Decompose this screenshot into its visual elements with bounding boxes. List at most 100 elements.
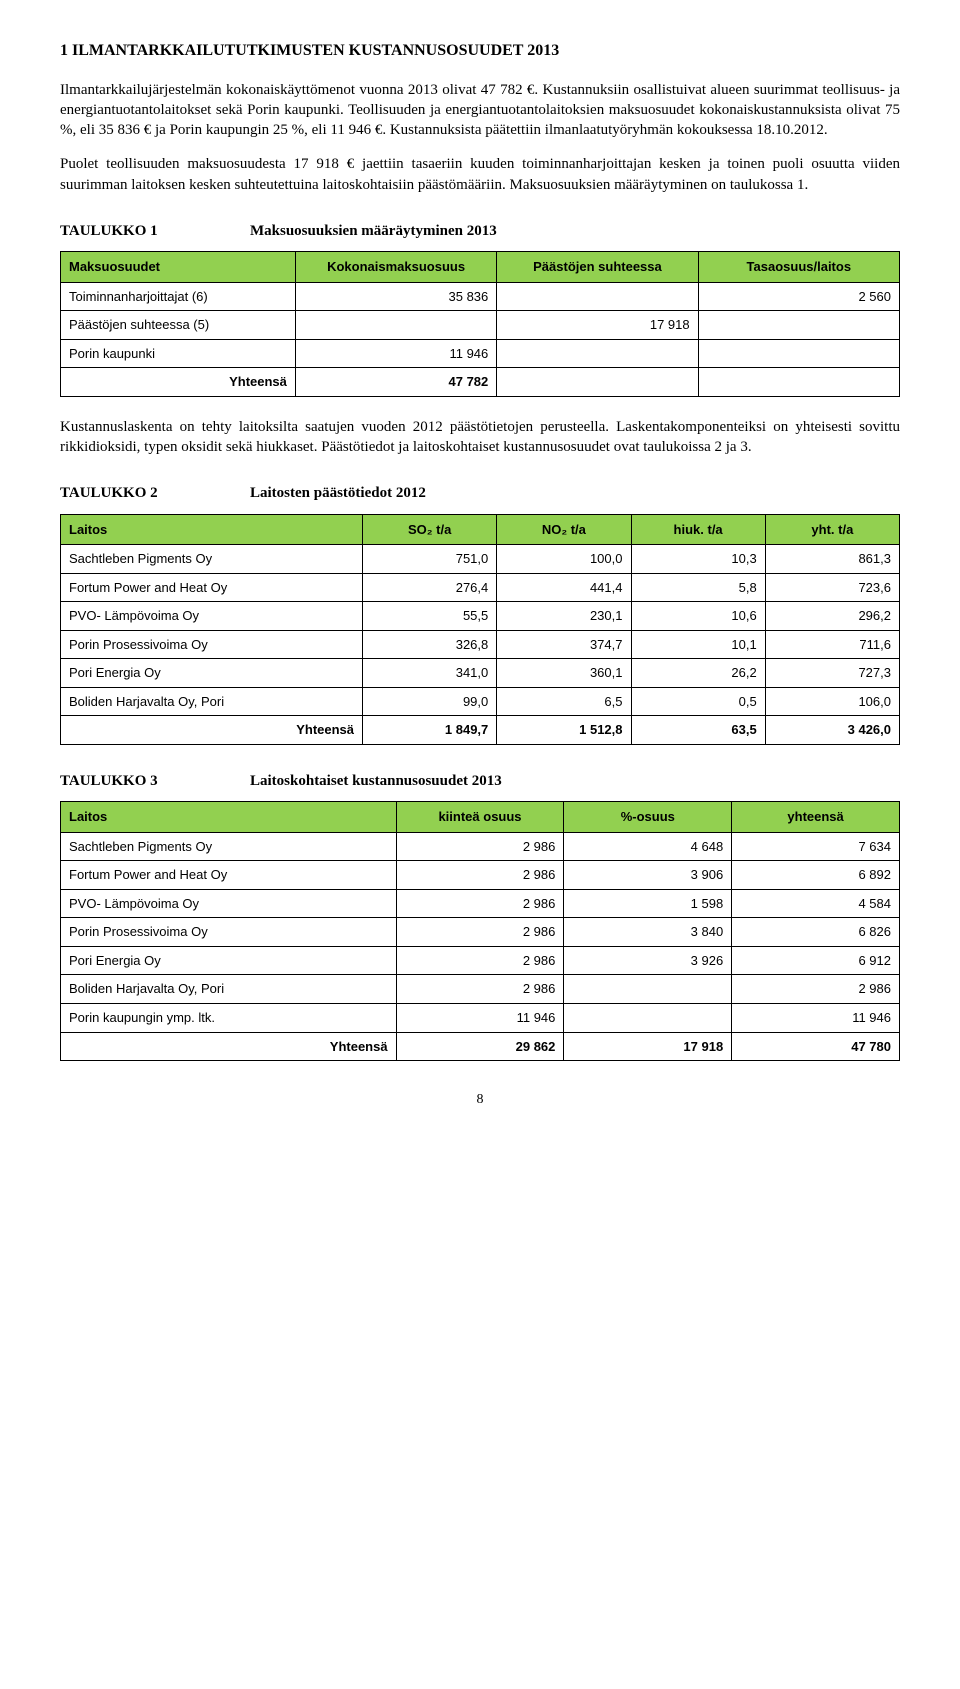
cell bbox=[295, 311, 496, 340]
cell bbox=[564, 975, 732, 1004]
cell: 2 986 bbox=[396, 832, 564, 861]
cell: 723,6 bbox=[765, 573, 899, 602]
cell: Boliden Harjavalta Oy, Pori bbox=[61, 975, 397, 1004]
cell bbox=[497, 339, 698, 368]
cell: 3 426,0 bbox=[765, 716, 899, 745]
cell: Porin kaupunki bbox=[61, 339, 296, 368]
cell: Pori Energia Oy bbox=[61, 946, 397, 975]
cell: Fortum Power and Heat Oy bbox=[61, 861, 397, 890]
cell: 4 648 bbox=[564, 832, 732, 861]
cell bbox=[497, 368, 698, 397]
cell: 1 598 bbox=[564, 889, 732, 918]
table-row-total: Yhteensä 47 782 bbox=[61, 368, 900, 397]
cell: 441,4 bbox=[497, 573, 631, 602]
table3-caption: Laitoskohtaiset kustannusosuudet 2013 bbox=[250, 771, 502, 791]
cell: 230,1 bbox=[497, 602, 631, 631]
cell: 276,4 bbox=[363, 573, 497, 602]
cell: 6 912 bbox=[732, 946, 900, 975]
cell: Yhteensä bbox=[61, 1032, 397, 1061]
cell: 3 840 bbox=[564, 918, 732, 947]
table1-caption: Maksuosuuksien määräytyminen 2013 bbox=[250, 221, 497, 241]
cell: 55,5 bbox=[363, 602, 497, 631]
page-number: 8 bbox=[60, 1091, 900, 1110]
cell: Sachtleben Pigments Oy bbox=[61, 832, 397, 861]
cell: Porin Prosessivoima Oy bbox=[61, 918, 397, 947]
cell: 11 946 bbox=[396, 1004, 564, 1033]
table-row: Fortum Power and Heat Oy 2 986 3 906 6 8… bbox=[61, 861, 900, 890]
table-row: Boliden Harjavalta Oy, Pori 2 986 2 986 bbox=[61, 975, 900, 1004]
cell: 296,2 bbox=[765, 602, 899, 631]
cell bbox=[497, 282, 698, 311]
table-row: Päästöjen suhteessa (5) 17 918 bbox=[61, 311, 900, 340]
table-row: Sachtleben Pigments Oy 751,0 100,0 10,3 … bbox=[61, 545, 900, 574]
cell: Päästöjen suhteessa (5) bbox=[61, 311, 296, 340]
cell: 5,8 bbox=[631, 573, 765, 602]
cell: Porin kaupungin ymp. ltk. bbox=[61, 1004, 397, 1033]
cell: 47 782 bbox=[295, 368, 496, 397]
cell: 861,3 bbox=[765, 545, 899, 574]
cell: 2 986 bbox=[396, 889, 564, 918]
table-row: Sachtleben Pigments Oy 2 986 4 648 7 634 bbox=[61, 832, 900, 861]
paragraph-3: Kustannuslaskenta on tehty laitoksilta s… bbox=[60, 417, 900, 458]
cell: 1 512,8 bbox=[497, 716, 631, 745]
table-row: Fortum Power and Heat Oy 276,4 441,4 5,8… bbox=[61, 573, 900, 602]
cell: Toiminnanharjoittajat (6) bbox=[61, 282, 296, 311]
cell: 2 560 bbox=[698, 282, 899, 311]
cell: Pori Energia Oy bbox=[61, 659, 363, 688]
cell: Fortum Power and Heat Oy bbox=[61, 573, 363, 602]
table-row: Boliden Harjavalta Oy, Pori 99,0 6,5 0,5… bbox=[61, 687, 900, 716]
cell: 326,8 bbox=[363, 630, 497, 659]
t2-h4: yht. t/a bbox=[765, 514, 899, 545]
cell: 2 986 bbox=[396, 946, 564, 975]
t1-h1: Kokonaismaksuosuus bbox=[295, 252, 496, 283]
cell: 1 849,7 bbox=[363, 716, 497, 745]
t2-h3: hiuk. t/a bbox=[631, 514, 765, 545]
cell: Porin Prosessivoima Oy bbox=[61, 630, 363, 659]
t3-h0: Laitos bbox=[61, 802, 397, 833]
t1-h3: Tasaosuus/laitos bbox=[698, 252, 899, 283]
cell: PVO- Lämpövoima Oy bbox=[61, 889, 397, 918]
cell: 100,0 bbox=[497, 545, 631, 574]
table3: Laitos kiinteä osuus %-osuus yhteensä Sa… bbox=[60, 801, 900, 1061]
cell: Boliden Harjavalta Oy, Pori bbox=[61, 687, 363, 716]
cell: 99,0 bbox=[363, 687, 497, 716]
cell: 29 862 bbox=[396, 1032, 564, 1061]
cell: 2 986 bbox=[396, 918, 564, 947]
table2: Laitos SO₂ t/a NO₂ t/a hiuk. t/a yht. t/… bbox=[60, 514, 900, 745]
table-row: Porin kaupungin ymp. ltk. 11 946 11 946 bbox=[61, 1004, 900, 1033]
table1-label: TAULUKKO 1 bbox=[60, 221, 250, 241]
cell: 17 918 bbox=[497, 311, 698, 340]
cell: 47 780 bbox=[732, 1032, 900, 1061]
table-row: Toiminnanharjoittajat (6) 35 836 2 560 bbox=[61, 282, 900, 311]
table2-label: TAULUKKO 2 bbox=[60, 483, 250, 503]
table-row: Porin Prosessivoima Oy 2 986 3 840 6 826 bbox=[61, 918, 900, 947]
cell bbox=[698, 368, 899, 397]
cell: 35 836 bbox=[295, 282, 496, 311]
cell: 2 986 bbox=[732, 975, 900, 1004]
cell: 7 634 bbox=[732, 832, 900, 861]
table1-title: TAULUKKO 1 Maksuosuuksien määräytyminen … bbox=[60, 221, 900, 241]
cell: 751,0 bbox=[363, 545, 497, 574]
cell: 727,3 bbox=[765, 659, 899, 688]
cell bbox=[564, 1004, 732, 1033]
cell: Sachtleben Pigments Oy bbox=[61, 545, 363, 574]
cell: 6,5 bbox=[497, 687, 631, 716]
t2-h1: SO₂ t/a bbox=[363, 514, 497, 545]
cell: 4 584 bbox=[732, 889, 900, 918]
table3-label: TAULUKKO 3 bbox=[60, 771, 250, 791]
paragraph-2: Puolet teollisuuden maksuosuudesta 17 91… bbox=[60, 154, 900, 195]
cell: 341,0 bbox=[363, 659, 497, 688]
t3-h3: yhteensä bbox=[732, 802, 900, 833]
table-row-total: Yhteensä 1 849,7 1 512,8 63,5 3 426,0 bbox=[61, 716, 900, 745]
cell: 374,7 bbox=[497, 630, 631, 659]
paragraph-1: Ilmantarkkailujärjestelmän kokonaiskäytt… bbox=[60, 80, 900, 141]
cell: PVO- Lämpövoima Oy bbox=[61, 602, 363, 631]
cell: 10,3 bbox=[631, 545, 765, 574]
table-row: Porin kaupunki 11 946 bbox=[61, 339, 900, 368]
table-row: PVO- Lämpövoima Oy 55,5 230,1 10,6 296,2 bbox=[61, 602, 900, 631]
t3-h1: kiinteä osuus bbox=[396, 802, 564, 833]
cell: Yhteensä bbox=[61, 716, 363, 745]
cell: 6 892 bbox=[732, 861, 900, 890]
cell: 10,1 bbox=[631, 630, 765, 659]
cell: 26,2 bbox=[631, 659, 765, 688]
